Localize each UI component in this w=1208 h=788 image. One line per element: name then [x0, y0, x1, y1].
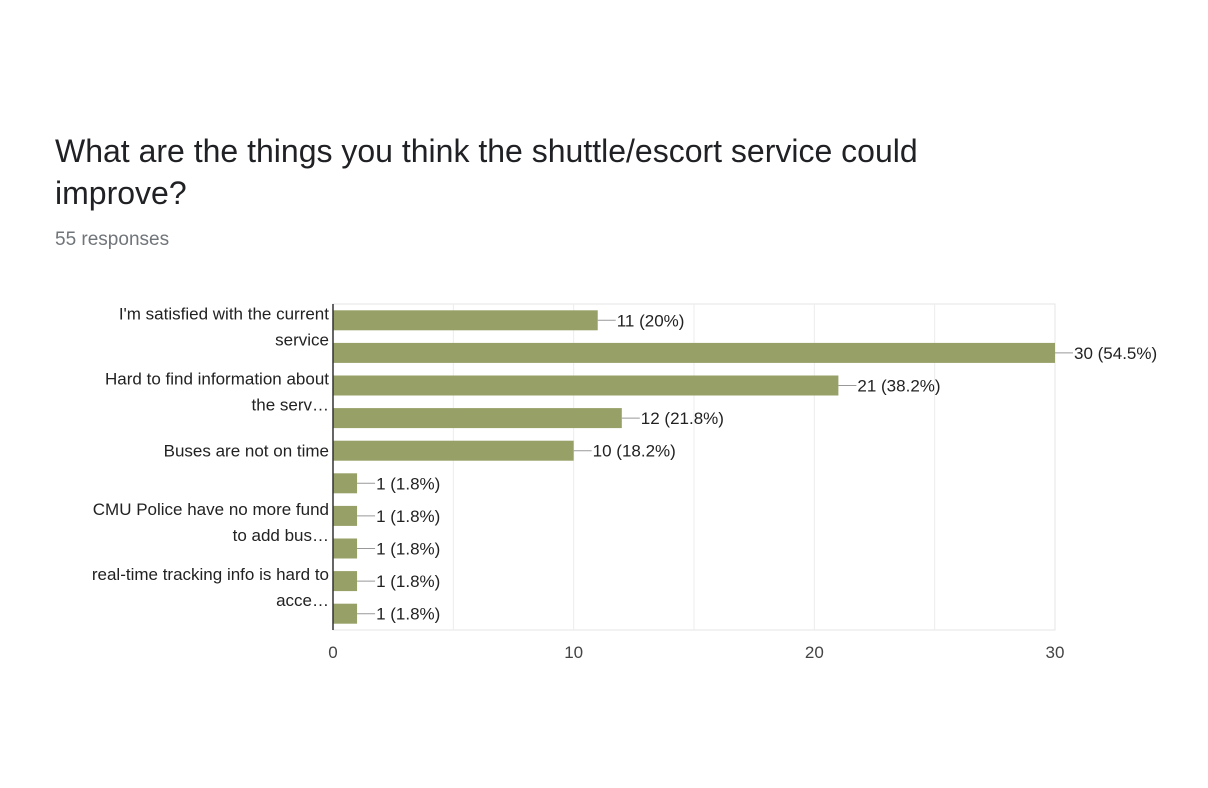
- bar: [333, 440, 574, 461]
- data-label: 30 (54.5%): [1074, 344, 1157, 363]
- data-label: 1 (1.8%): [376, 572, 440, 591]
- x-tick-label: 30: [1046, 643, 1065, 662]
- bar: [333, 571, 358, 592]
- bar: [333, 310, 598, 331]
- data-label: 10 (18.2%): [593, 442, 676, 461]
- bar: [333, 342, 1055, 363]
- data-label: 11 (20%): [617, 311, 685, 330]
- bar: [333, 375, 839, 396]
- chart-title: What are the things you think the shuttl…: [55, 133, 918, 211]
- bar: [333, 473, 358, 494]
- data-label: 1 (1.8%): [376, 507, 440, 526]
- bar: [333, 538, 358, 559]
- category-label: real-time tracking info is hard to: [92, 565, 329, 584]
- category-label: the serv…: [252, 396, 329, 415]
- data-label: 1 (1.8%): [376, 605, 440, 624]
- bar: [333, 603, 358, 624]
- x-tick-label: 10: [564, 643, 583, 662]
- bar: [333, 505, 358, 526]
- data-label: 12 (21.8%): [641, 409, 724, 428]
- category-label: acce…: [276, 591, 329, 610]
- category-label: Buses are not on time: [164, 442, 329, 461]
- data-label: 21 (38.2%): [857, 377, 940, 396]
- x-tick-label: 0: [328, 643, 337, 662]
- data-label: 1 (1.8%): [376, 540, 440, 559]
- data-label: 1 (1.8%): [376, 474, 440, 493]
- category-label: Hard to find information about: [105, 370, 329, 389]
- category-label: I'm satisfied with the current: [119, 304, 329, 323]
- bar: [333, 408, 622, 429]
- category-label: CMU Police have no more fund: [93, 500, 329, 519]
- category-label: service: [275, 330, 329, 349]
- category-label: to add bus…: [233, 526, 329, 545]
- x-tick-label: 20: [805, 643, 824, 662]
- response-count: 55 responses: [55, 229, 170, 250]
